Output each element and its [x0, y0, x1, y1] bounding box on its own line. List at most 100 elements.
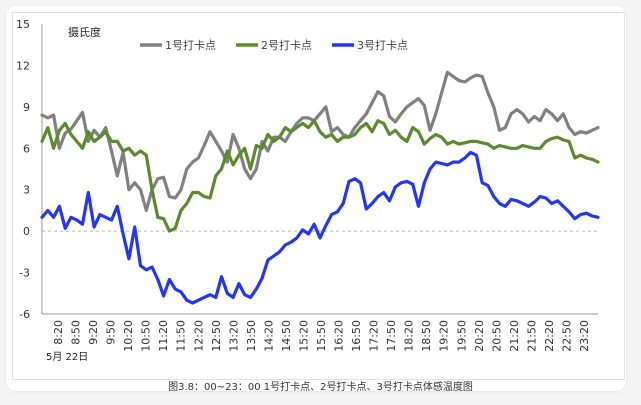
x-tick-label: 11:20: [157, 320, 170, 352]
series-2-point: [220, 168, 223, 170]
series-2-point: [52, 147, 55, 150]
series-2-point: [122, 150, 124, 152]
x-tick-label: 13:20: [227, 320, 240, 352]
series-2-point: [226, 150, 229, 152]
series-3-point: [597, 216, 599, 219]
series-2-point: [261, 147, 263, 150]
series-3-point: [510, 198, 512, 201]
series-2-point: [209, 197, 211, 199]
y-axis-label: 摄氏度: [68, 25, 101, 39]
series-3-point: [313, 223, 316, 226]
series-1-point: [377, 90, 379, 93]
y-tick-label: 15: [16, 18, 30, 31]
x-tick-label: 21:50: [525, 320, 538, 352]
series-2-point: [382, 122, 385, 125]
series-1-point: [58, 147, 61, 150]
series-3-point: [458, 161, 460, 163]
series-1-point: [353, 126, 356, 129]
series-3-point: [492, 195, 495, 198]
series-2-point: [168, 230, 171, 232]
series-2-point: [498, 144, 501, 147]
x-tick: 18:50: [420, 320, 433, 352]
x-tick-label: 14:50: [280, 320, 293, 352]
series-3-point: [232, 296, 234, 299]
y-tick-label: 6: [23, 142, 30, 155]
series-2-point: [290, 130, 292, 133]
x-tick-label: 15:50: [315, 320, 328, 352]
series-1-point: [429, 129, 431, 132]
series-3-point: [267, 259, 269, 261]
x-tick-label: 16:20: [333, 320, 346, 352]
series-2-point: [133, 154, 136, 156]
series-1-point: [272, 136, 275, 139]
series-1-point: [597, 126, 599, 129]
series-2-point: [157, 216, 159, 219]
series-2-point: [487, 143, 489, 145]
series-1-point: [463, 81, 466, 83]
y-tick-label: -3: [19, 267, 30, 280]
series-3-point: [487, 184, 489, 187]
series-line-1: [40, 70, 600, 212]
series-1-point: [191, 161, 194, 163]
series-2-point: [278, 136, 281, 139]
y-tick-label: 0: [23, 225, 30, 238]
series-2-point: [475, 140, 478, 143]
series-2-point: [562, 139, 565, 141]
series-1-point: [249, 177, 252, 180]
series-1-point: [527, 121, 530, 123]
series-3-point: [562, 205, 565, 208]
series-2-point: [574, 157, 576, 159]
series-2-point: [411, 126, 414, 129]
x-tick: 13:20: [227, 320, 240, 352]
series-2-point: [203, 195, 205, 198]
x-tick-label: 20:50: [490, 320, 503, 352]
x-tick-label: 12:20: [192, 320, 205, 352]
series-2-point: [394, 129, 397, 132]
series-1-point: [110, 150, 113, 152]
series-2-point: [238, 154, 240, 156]
series-3-point: [504, 205, 507, 208]
x-tick-label: 13:50: [245, 320, 258, 352]
series-1-point: [214, 140, 217, 143]
x-tick-label: 10:50: [140, 320, 153, 352]
x-tick: 23:20: [578, 320, 591, 352]
series-1-point: [446, 71, 449, 74]
series-3-point: [209, 293, 211, 296]
series-3-point: [324, 224, 327, 227]
x-tick-label: 14:20: [262, 320, 275, 352]
series-3-point: [359, 182, 362, 184]
series-3-point: [394, 186, 397, 188]
series-3-point: [70, 216, 72, 219]
y-tick-label: 12: [16, 59, 30, 72]
series-3-point: [307, 233, 310, 235]
series-2-point: [446, 143, 449, 145]
series-2-point: [336, 140, 339, 143]
series-1-point: [116, 175, 119, 177]
series-1-point: [440, 92, 443, 94]
series-1-point: [232, 133, 234, 136]
series-1-point: [481, 75, 483, 78]
x-tick-label: 17:50: [385, 320, 398, 352]
series-2-point: [296, 126, 298, 129]
series-2-point: [46, 126, 49, 129]
series-2-point: [377, 119, 379, 122]
series-3-point: [579, 213, 582, 216]
series-2-point: [185, 202, 188, 205]
series-1-point: [492, 106, 495, 108]
series-2-point: [58, 129, 61, 132]
series-3-point: [452, 161, 455, 163]
x-tick: 9:50: [105, 320, 118, 345]
x-tick: 9:20: [87, 320, 100, 345]
series-2-point: [81, 147, 84, 150]
series-3-point: [272, 255, 275, 257]
series-3-point: [278, 251, 281, 253]
series-2-point: [481, 141, 483, 144]
series-1-point: [64, 132, 66, 134]
series-2-point: [93, 140, 95, 143]
series-2-point: [342, 136, 344, 139]
series-3-point: [243, 293, 246, 296]
x-tick: 13:50: [245, 320, 258, 352]
series-3-point: [440, 162, 443, 165]
series-3-point: [446, 164, 449, 166]
x-tick-label: 21:20: [508, 320, 521, 352]
